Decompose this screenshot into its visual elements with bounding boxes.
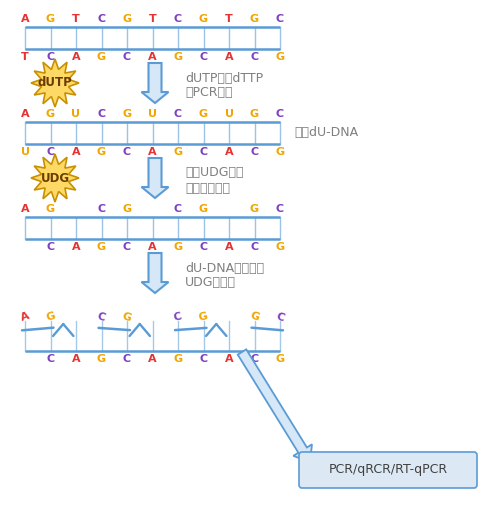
- Text: G: G: [275, 52, 284, 62]
- Text: G: G: [97, 242, 106, 252]
- Text: A: A: [20, 204, 29, 214]
- Text: C: C: [122, 147, 131, 157]
- Text: 进行消化反应: 进行消化反应: [184, 181, 229, 194]
- Text: G: G: [173, 242, 182, 252]
- Text: A: A: [72, 52, 80, 62]
- Text: G: G: [46, 109, 55, 119]
- Text: C: C: [199, 147, 207, 157]
- Text: G: G: [199, 204, 207, 214]
- Text: A: A: [148, 147, 157, 157]
- Text: A: A: [148, 52, 157, 62]
- Text: 获得dU-DNA: 获得dU-DNA: [293, 127, 357, 140]
- Polygon shape: [141, 63, 168, 103]
- Text: C: C: [199, 354, 207, 364]
- Text: C: C: [174, 109, 182, 119]
- Text: A: A: [224, 147, 233, 157]
- Text: A: A: [224, 242, 233, 252]
- Text: A: A: [20, 14, 29, 24]
- Text: G: G: [173, 354, 182, 364]
- Text: T: T: [224, 14, 232, 24]
- Text: C: C: [250, 242, 258, 252]
- Text: C: C: [250, 147, 258, 157]
- Text: G: G: [46, 14, 55, 24]
- Text: C: C: [97, 14, 105, 24]
- Text: C: C: [122, 242, 131, 252]
- Text: U: U: [148, 109, 157, 119]
- Text: G: G: [122, 204, 131, 214]
- Text: G: G: [275, 354, 284, 364]
- Text: C: C: [97, 204, 105, 214]
- Text: dUTP替代dTTP: dUTP替代dTTP: [184, 71, 263, 84]
- Text: G: G: [275, 147, 284, 157]
- Polygon shape: [31, 154, 79, 202]
- Text: PCR/qRCR/RT-qPCR: PCR/qRCR/RT-qPCR: [328, 464, 447, 477]
- Text: C: C: [46, 354, 55, 364]
- Text: G: G: [249, 109, 259, 119]
- Text: UDG: UDG: [41, 172, 69, 185]
- Text: U: U: [71, 109, 81, 119]
- Text: G: G: [173, 147, 182, 157]
- Text: C: C: [122, 354, 131, 364]
- Text: C: C: [274, 311, 285, 323]
- Text: dUTP: dUTP: [38, 77, 72, 89]
- Text: G: G: [97, 147, 106, 157]
- Polygon shape: [141, 253, 168, 293]
- Text: G: G: [249, 204, 259, 214]
- Text: C: C: [275, 14, 284, 24]
- Text: G: G: [249, 14, 259, 24]
- Text: A: A: [20, 311, 31, 323]
- Text: G: G: [44, 311, 56, 323]
- Text: G: G: [275, 242, 284, 252]
- Text: C: C: [96, 311, 106, 323]
- Text: A: A: [148, 354, 157, 364]
- Text: G: G: [199, 14, 207, 24]
- Text: C: C: [172, 311, 183, 323]
- Text: G: G: [121, 311, 132, 323]
- Text: C: C: [122, 52, 131, 62]
- Text: C: C: [97, 109, 105, 119]
- Text: A: A: [224, 354, 233, 364]
- Polygon shape: [31, 59, 79, 107]
- Polygon shape: [141, 158, 168, 198]
- Text: dU-DNA链断裂，: dU-DNA链断裂，: [184, 262, 264, 275]
- Text: C: C: [250, 52, 258, 62]
- Text: C: C: [46, 242, 55, 252]
- Text: C: C: [46, 52, 55, 62]
- Text: C: C: [174, 204, 182, 214]
- Text: T: T: [72, 14, 80, 24]
- Text: A: A: [20, 109, 29, 119]
- Text: G: G: [97, 52, 106, 62]
- FancyBboxPatch shape: [298, 452, 476, 488]
- Text: G: G: [122, 109, 131, 119]
- Text: C: C: [250, 354, 258, 364]
- Text: G: G: [46, 204, 55, 214]
- Text: UDG酶失活: UDG酶失活: [184, 277, 236, 290]
- Text: G: G: [199, 109, 207, 119]
- Text: C: C: [46, 147, 55, 157]
- Text: 的PCR扩增: 的PCR扩增: [184, 86, 232, 99]
- Text: U: U: [20, 147, 29, 157]
- Text: G: G: [248, 311, 260, 323]
- Text: T: T: [148, 14, 156, 24]
- Text: C: C: [199, 52, 207, 62]
- Text: A: A: [148, 242, 157, 252]
- Text: G: G: [122, 14, 131, 24]
- Text: G: G: [173, 52, 182, 62]
- Polygon shape: [237, 349, 311, 462]
- Text: T: T: [21, 52, 29, 62]
- Text: 添加UDG酶，: 添加UDG酶，: [184, 166, 243, 179]
- Text: A: A: [224, 52, 233, 62]
- Text: C: C: [199, 242, 207, 252]
- Text: A: A: [72, 242, 80, 252]
- Text: G: G: [97, 354, 106, 364]
- Text: G: G: [197, 311, 209, 323]
- Text: U: U: [224, 109, 233, 119]
- Text: C: C: [174, 14, 182, 24]
- Text: C: C: [275, 204, 284, 214]
- Text: C: C: [275, 109, 284, 119]
- Text: A: A: [72, 147, 80, 157]
- Text: A: A: [72, 354, 80, 364]
